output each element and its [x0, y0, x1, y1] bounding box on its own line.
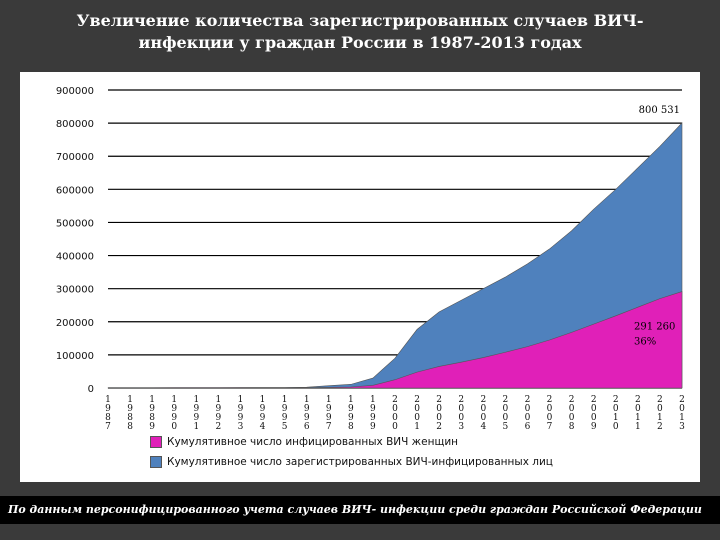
slide-title: Увеличение количества зарегистрированных… [76, 11, 644, 52]
legend-swatch-total [150, 456, 162, 468]
legend-item-total: Кумулятивное число зарегистрированных ВИ… [150, 452, 553, 472]
y-tick-label: 500000 [56, 218, 94, 229]
chart-panel: 900000 800000 700000 600000 500000 400000 3000… [20, 72, 700, 482]
y-tick-label: 900000 [56, 86, 94, 97]
series-area-women [107, 291, 683, 389]
y-tick-label: 100000 [56, 351, 94, 362]
y-tick-label: 200000 [56, 318, 94, 329]
y-tick-label: 800000 [56, 119, 94, 130]
annotation-women: 291 260 [634, 322, 675, 333]
annotation-women-percent: 36% [634, 337, 656, 348]
legend-label-women: Кумулятивное число инфицированных ВИЧ же… [167, 436, 459, 448]
legend-label-total: Кумулятивное число зарегистрированных ВИ… [167, 456, 553, 468]
legend-item-women: Кумулятивное число инфицированных ВИЧ же… [150, 432, 553, 452]
y-tick-label: 400000 [56, 252, 94, 263]
y-tick-label: 300000 [56, 285, 94, 296]
y-tick-label: 600000 [56, 185, 94, 196]
annotation-total: 800 531 [639, 105, 680, 116]
source-footer: По данным персонифицированного учета слу… [0, 496, 720, 524]
legend-swatch-women [150, 436, 162, 448]
area-chart: 900000 800000 700000 600000 500000 400000 3000… [56, 86, 685, 432]
chart-legend: Кумулятивное число инфицированных ВИЧ же… [150, 432, 553, 472]
y-tick-label: 0 [88, 384, 94, 395]
y-tick-label: 700000 [56, 152, 94, 163]
